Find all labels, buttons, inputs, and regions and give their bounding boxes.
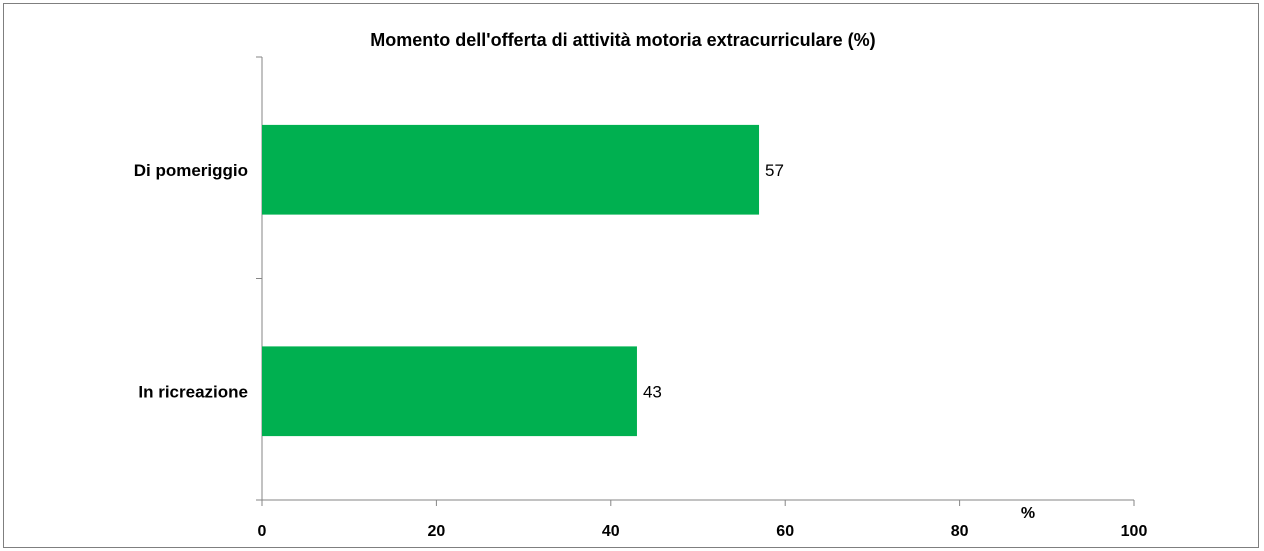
chart-title: Momento dell'offerta di attività motoria… (370, 30, 876, 50)
data-label: 57 (765, 161, 784, 180)
labels: Di pomeriggio 57 In ricreazione 43% (134, 161, 1035, 522)
x-tick-label: 80 (951, 523, 969, 540)
data-label: 43 (643, 382, 662, 401)
x-tick-label: 100 (1121, 523, 1148, 540)
bar (262, 124, 760, 215)
x-tick-label: 40 (602, 523, 620, 540)
bar (262, 346, 637, 437)
category-label: Di pomeriggio (134, 161, 248, 180)
x-tick-label: 0 (258, 523, 267, 540)
x-tick-label: 60 (776, 523, 794, 540)
x-tick-label: 20 (428, 523, 446, 540)
category-label: In ricreazione (138, 382, 248, 401)
bars (262, 124, 760, 437)
chart-area (3, 3, 1259, 548)
x-axis-unit-label: % (1021, 505, 1035, 522)
